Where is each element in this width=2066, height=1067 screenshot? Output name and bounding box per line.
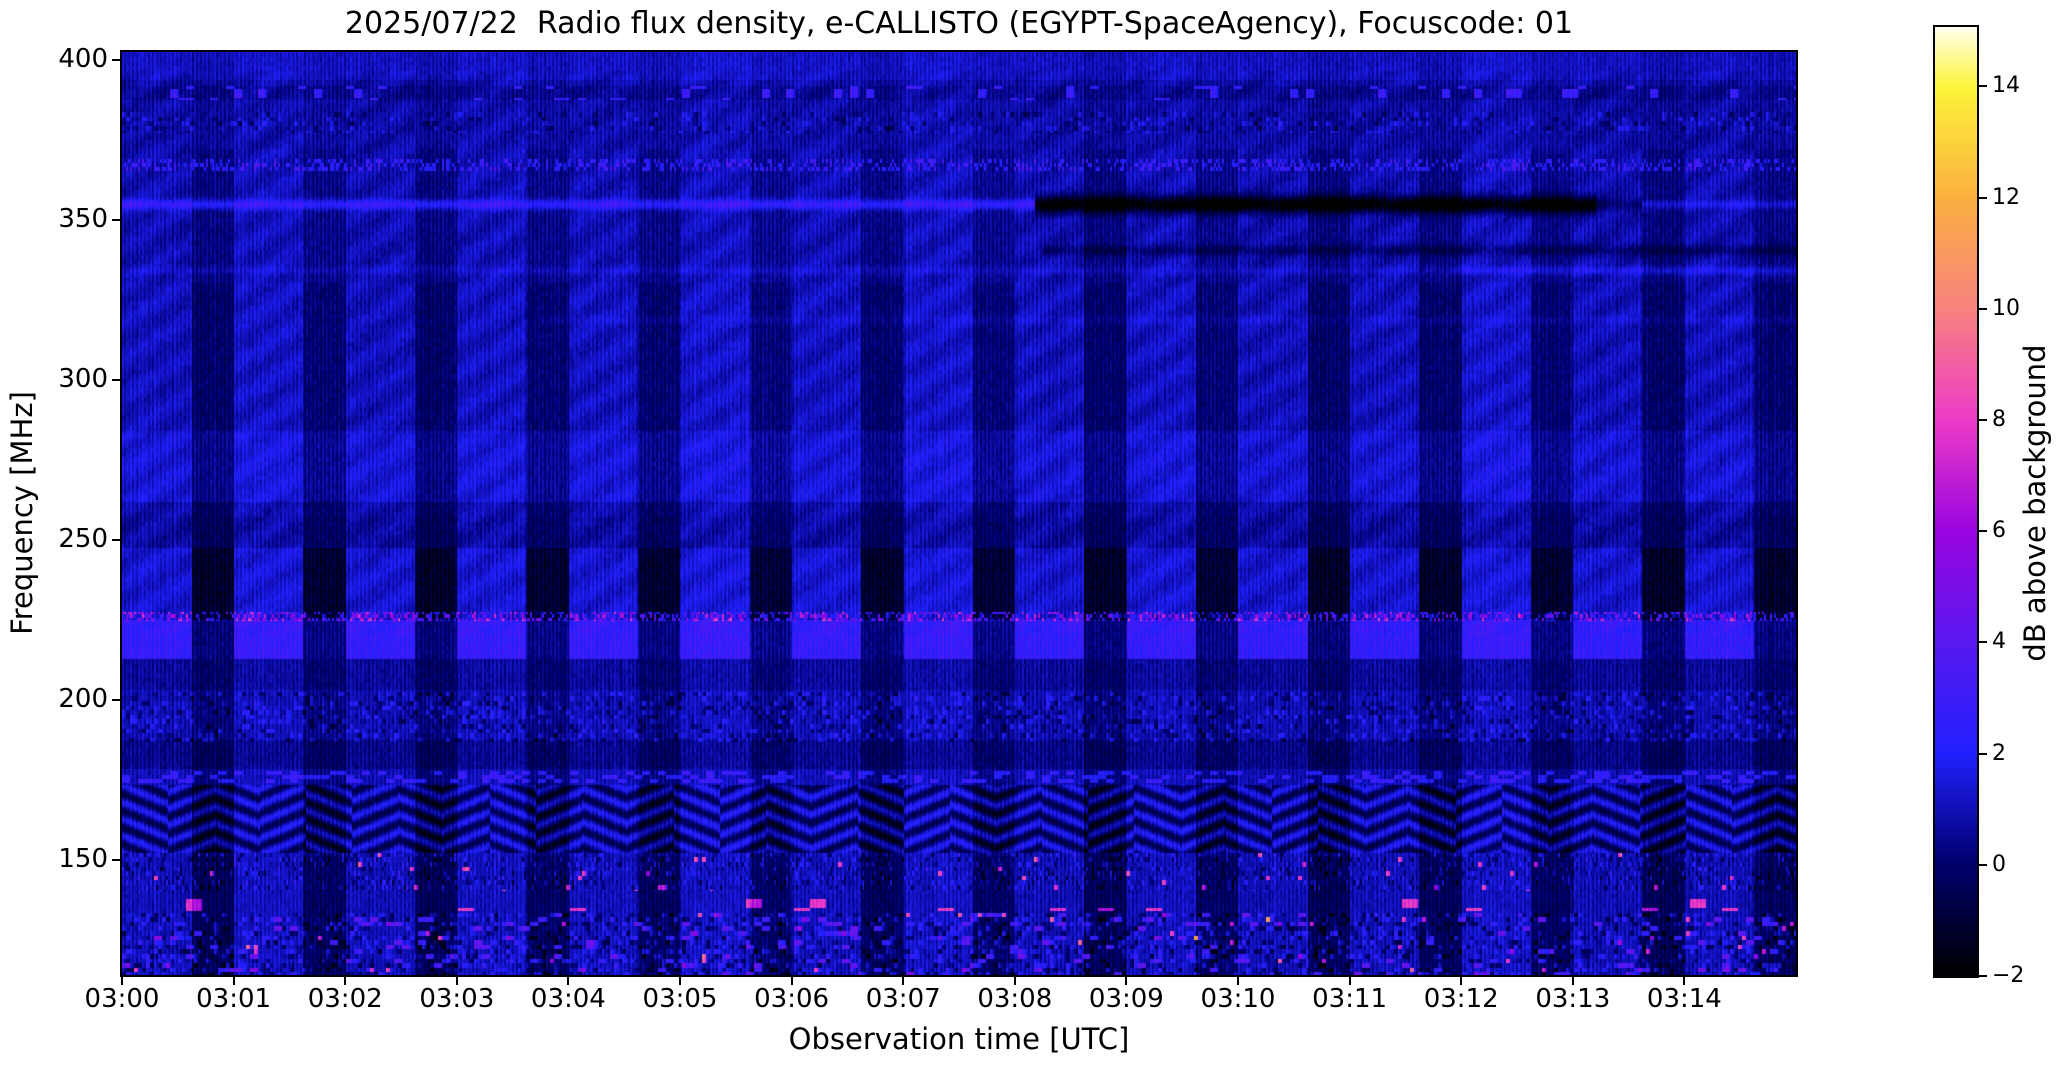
- x-tick-label: 03:08: [977, 984, 1053, 1014]
- colorbar-tick-label: 6: [1992, 518, 2006, 544]
- x-tick-mark: [232, 976, 235, 985]
- colorbar-tick-label: 10: [1992, 295, 2020, 321]
- x-tick-label: 03:07: [865, 984, 941, 1014]
- y-tick-mark: [112, 219, 121, 222]
- x-tick-mark: [121, 976, 123, 985]
- colorbar-tick-mark: [1979, 419, 1987, 422]
- x-tick-mark: [1460, 976, 1463, 985]
- x-tick-label: 03:09: [1088, 984, 1164, 1014]
- x-tick-label: 03:04: [530, 984, 606, 1014]
- colorbar-tick-label: 0: [1992, 851, 2006, 877]
- y-tick-label: 150: [58, 844, 108, 875]
- x-tick-mark: [344, 976, 347, 985]
- x-tick-mark: [679, 976, 681, 985]
- x-tick-label: 03:12: [1423, 984, 1499, 1014]
- colorbar-label: dB above background: [2018, 344, 2052, 662]
- x-tick-label: 03:03: [419, 984, 495, 1014]
- colorbar-tick-label: 14: [1992, 73, 2020, 99]
- colorbar-tick-mark: [1979, 530, 1987, 533]
- colorbar-tick-mark: [1979, 975, 1987, 977]
- spectrogram-heatmap: [122, 52, 1796, 975]
- colorbar-tick-label: −2: [1992, 963, 2025, 988]
- x-tick-label: 03:06: [754, 984, 830, 1014]
- colorbar-tick-mark: [1979, 641, 1987, 644]
- x-tick-mark: [1237, 976, 1239, 985]
- x-tick-label: 03:00: [84, 984, 160, 1014]
- colorbar-tick-mark: [1979, 863, 1987, 866]
- chart-title: 2025/07/22 Radio flux density, e-CALLIST…: [344, 6, 1574, 41]
- x-tick-mark: [1571, 976, 1574, 985]
- x-tick-mark: [567, 976, 570, 985]
- x-tick-mark: [790, 976, 793, 985]
- colorbar-tick-label: 2: [1992, 740, 2006, 766]
- colorbar-tick-label: 12: [1992, 184, 2020, 210]
- colorbar-tick-mark: [1979, 85, 1987, 88]
- x-tick-label: 03:01: [196, 984, 272, 1014]
- y-tick-label: 400: [58, 44, 108, 74]
- x-tick-label: 03:13: [1535, 984, 1611, 1014]
- colorbar-tick-label: 4: [1992, 629, 2006, 655]
- y-tick-mark: [112, 539, 121, 542]
- x-tick-label: 03:02: [307, 984, 383, 1014]
- x-tick-label: 03:11: [1312, 984, 1388, 1014]
- x-axis-label: Observation time [UTC]: [788, 1022, 1130, 1056]
- y-tick-label: 250: [58, 524, 108, 555]
- x-tick-mark: [455, 976, 458, 985]
- x-tick-mark: [1013, 976, 1016, 985]
- x-tick-label: 03:10: [1200, 984, 1276, 1014]
- colorbar-tick-mark: [1979, 307, 1987, 310]
- x-tick-label: 03:05: [642, 984, 718, 1014]
- y-tick-mark: [112, 699, 121, 702]
- y-tick-mark: [112, 859, 121, 862]
- y-tick-label: 350: [58, 204, 108, 235]
- colorbar-tick-label: 8: [1992, 407, 2006, 433]
- x-tick-mark: [1348, 976, 1351, 985]
- y-tick-label: 200: [58, 684, 108, 715]
- colorbar-tick-mark: [1979, 196, 1987, 199]
- colorbar-tick-mark: [1979, 752, 1987, 755]
- y-tick-mark: [112, 379, 121, 382]
- y-tick-mark: [112, 59, 121, 61]
- colorbar-gradient: [1935, 27, 1977, 976]
- y-tick-label: 300: [58, 364, 108, 395]
- x-tick-mark: [902, 976, 905, 985]
- x-tick-mark: [1125, 976, 1128, 985]
- x-tick-label: 03:14: [1646, 984, 1722, 1014]
- x-tick-mark: [1683, 976, 1686, 985]
